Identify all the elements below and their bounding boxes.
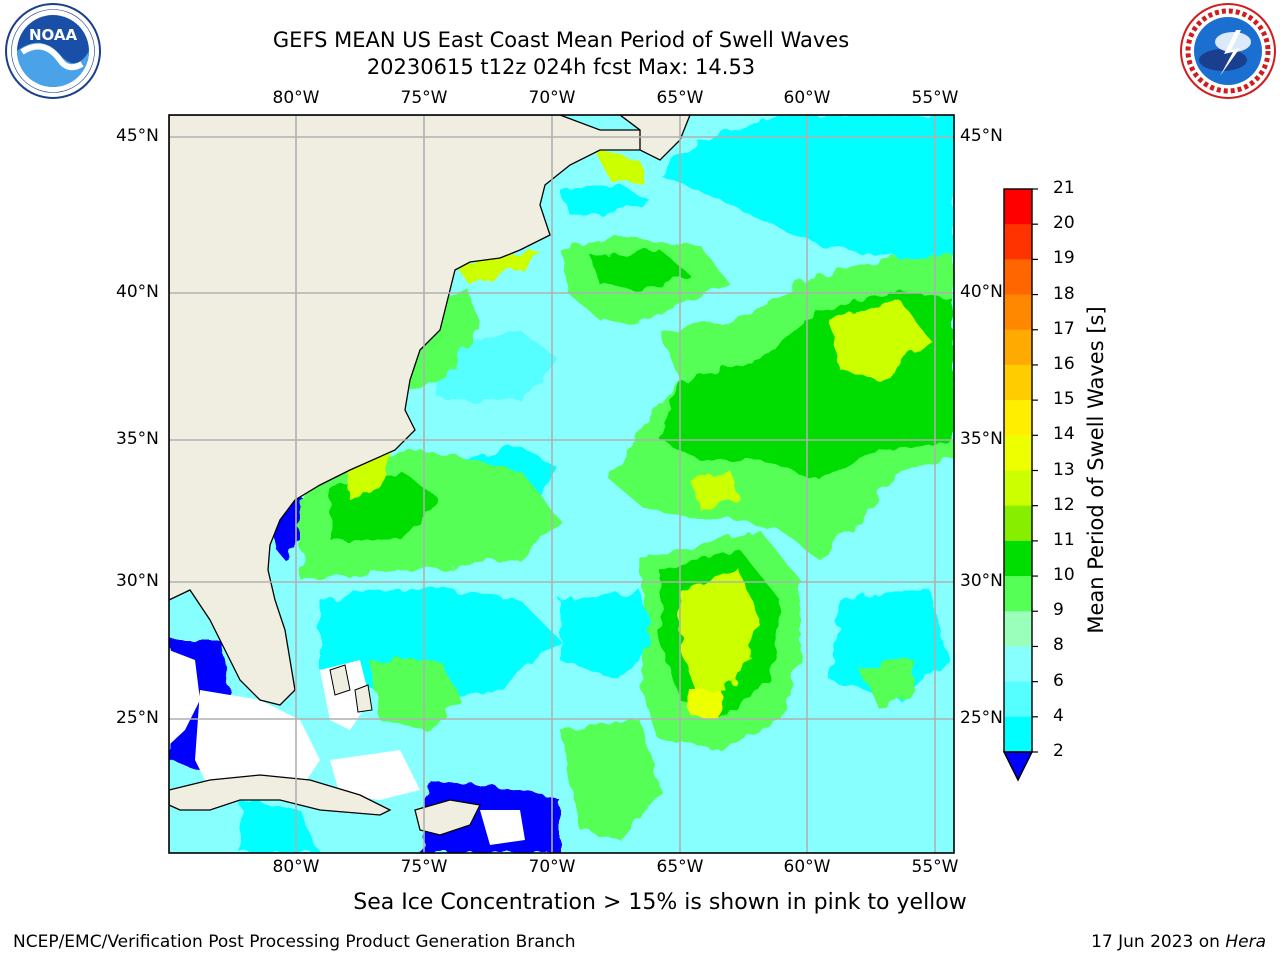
colorbar-tick-label: 12 <box>1053 494 1075 515</box>
colorbar-block <box>1004 294 1032 331</box>
lon-label-top: 55°W <box>911 88 959 108</box>
colorbar-title: Mean Period of Swell Waves [s] <box>1084 306 1108 634</box>
colorbar-tick-label: 8 <box>1053 635 1064 656</box>
colorbar-tick-label: 17 <box>1053 318 1075 339</box>
land-north-america <box>169 115 667 706</box>
colorbar-block <box>1004 259 1032 296</box>
land-cuba <box>169 774 392 816</box>
yellow-patch <box>690 690 720 720</box>
lat-label-right: 30°N <box>960 571 1003 591</box>
noaa-logo: NOAA <box>5 3 101 99</box>
chart-subtitle: 20230615 t12z 024h fcst Max: 14.53 <box>366 55 756 79</box>
colorbar-tick-label: 6 <box>1053 670 1064 691</box>
cyan-patch-4 <box>830 590 950 700</box>
lon-label-top: 70°W <box>528 88 576 108</box>
colorbar-block <box>1004 716 1032 753</box>
lon-label-bottom: 70°W <box>528 857 576 877</box>
chart-title: GEFS MEAN US East Coast Mean Period of S… <box>272 28 850 52</box>
green-patch-east <box>860 655 915 710</box>
colorbar-block <box>1004 646 1032 683</box>
colorbar-block <box>1004 505 1032 542</box>
lon-label-bottom: 60°W <box>783 857 831 877</box>
machine-name: Hera <box>1225 932 1266 952</box>
lat-label-left: 25°N <box>116 708 159 728</box>
colorbar-block <box>1004 364 1032 401</box>
map-field <box>169 115 954 853</box>
yellowgreen-patch-3 <box>690 470 740 510</box>
lat-label-right: 45°N <box>960 126 1003 146</box>
colorbar-tick-label: 10 <box>1053 565 1075 586</box>
lon-label-top: 75°W <box>400 88 448 108</box>
land-bahamas <box>329 664 351 696</box>
colorbar-tick-label: 20 <box>1053 213 1075 234</box>
colorbar-tick-label: 16 <box>1053 353 1075 374</box>
lon-label-top: 80°W <box>272 88 320 108</box>
lon-label-bottom: 80°W <box>272 857 320 877</box>
nodata-florida-straits <box>195 690 320 800</box>
yellowgreen-patch-5 <box>455 250 540 285</box>
colorbar-block <box>1004 224 1032 260</box>
colorbar-block <box>1004 681 1032 718</box>
lon-label-bottom: 75°W <box>400 857 448 877</box>
colorbar-block <box>1004 329 1032 366</box>
green-region-antilles <box>560 720 660 840</box>
colorbar-tick-label: 15 <box>1053 389 1075 410</box>
colorbar-block <box>1004 400 1032 436</box>
lat-label-left: 30°N <box>116 571 159 591</box>
colorbar-tick-label: 19 <box>1053 248 1075 269</box>
colorbar-block <box>1004 470 1032 507</box>
yellowgreen-patch-2 <box>680 570 760 700</box>
cyan-region-gulf-maine <box>560 185 650 215</box>
noaa-logo-text: NOAA <box>29 26 78 44</box>
colorbar-tick-label: 11 <box>1053 529 1075 550</box>
colorbar-tick-label: 9 <box>1053 600 1064 621</box>
map-gridlines <box>169 115 954 853</box>
lon-label-bottom: 55°W <box>911 857 959 877</box>
nodata-caribbean <box>480 810 525 845</box>
colorbar-block <box>1004 576 1032 612</box>
sea-ice-note: Sea Ice Concentration > 15% is shown in … <box>353 890 967 915</box>
lon-label-top: 60°W <box>783 88 831 108</box>
map-frame <box>168 114 955 854</box>
land-hispaniola <box>414 799 481 836</box>
lat-label-left: 40°N <box>116 282 159 302</box>
colorbar-block <box>1004 540 1032 577</box>
lat-label-left: 35°N <box>116 429 159 449</box>
yellowgreen-patch-1 <box>830 300 930 380</box>
lat-label-left: 45°N <box>116 126 159 146</box>
colorbar-tick-label: 4 <box>1053 705 1064 726</box>
lat-label-right: 40°N <box>960 282 1003 302</box>
yellowgreen-patch-6 <box>596 150 645 185</box>
colorbar-tick-label: 21 <box>1053 178 1075 198</box>
green-region-bahamas <box>370 660 460 730</box>
colorbar-tick-label: 13 <box>1053 459 1075 480</box>
date-value: 17 Jun 2023 on <box>1091 932 1220 952</box>
colorbar-tick-label: 2 <box>1053 741 1064 761</box>
colorbar-tick-label: 18 <box>1053 283 1075 304</box>
colorbar-extend-arrow <box>1002 751 1034 782</box>
colorbar-tick-label: 14 <box>1053 424 1075 445</box>
colorbar-block <box>1004 611 1032 647</box>
land-bahamas-2 <box>354 684 373 713</box>
lat-label-right: 25°N <box>960 708 1003 728</box>
lat-label-right: 35°N <box>960 429 1003 449</box>
colorbar-block <box>1004 189 1032 225</box>
date-text: 17 Jun 2023 on Hera <box>1091 932 1266 952</box>
colorbar <box>1002 188 1038 782</box>
colorbar-block <box>1004 435 1032 471</box>
darkgreen-region-georges <box>590 250 690 290</box>
lon-label-bottom: 65°W <box>656 857 704 877</box>
lon-label-top: 65°W <box>656 88 704 108</box>
nodata-gulf-1 <box>169 650 200 745</box>
cyan-patch-3 <box>560 590 660 680</box>
nodata-bahama-bank-2 <box>330 750 420 800</box>
credit-text: NCEP/EMC/Verification Post Processing Pr… <box>13 932 576 952</box>
nws-logo <box>1180 3 1276 99</box>
cyan-region-caribbean <box>240 800 320 853</box>
